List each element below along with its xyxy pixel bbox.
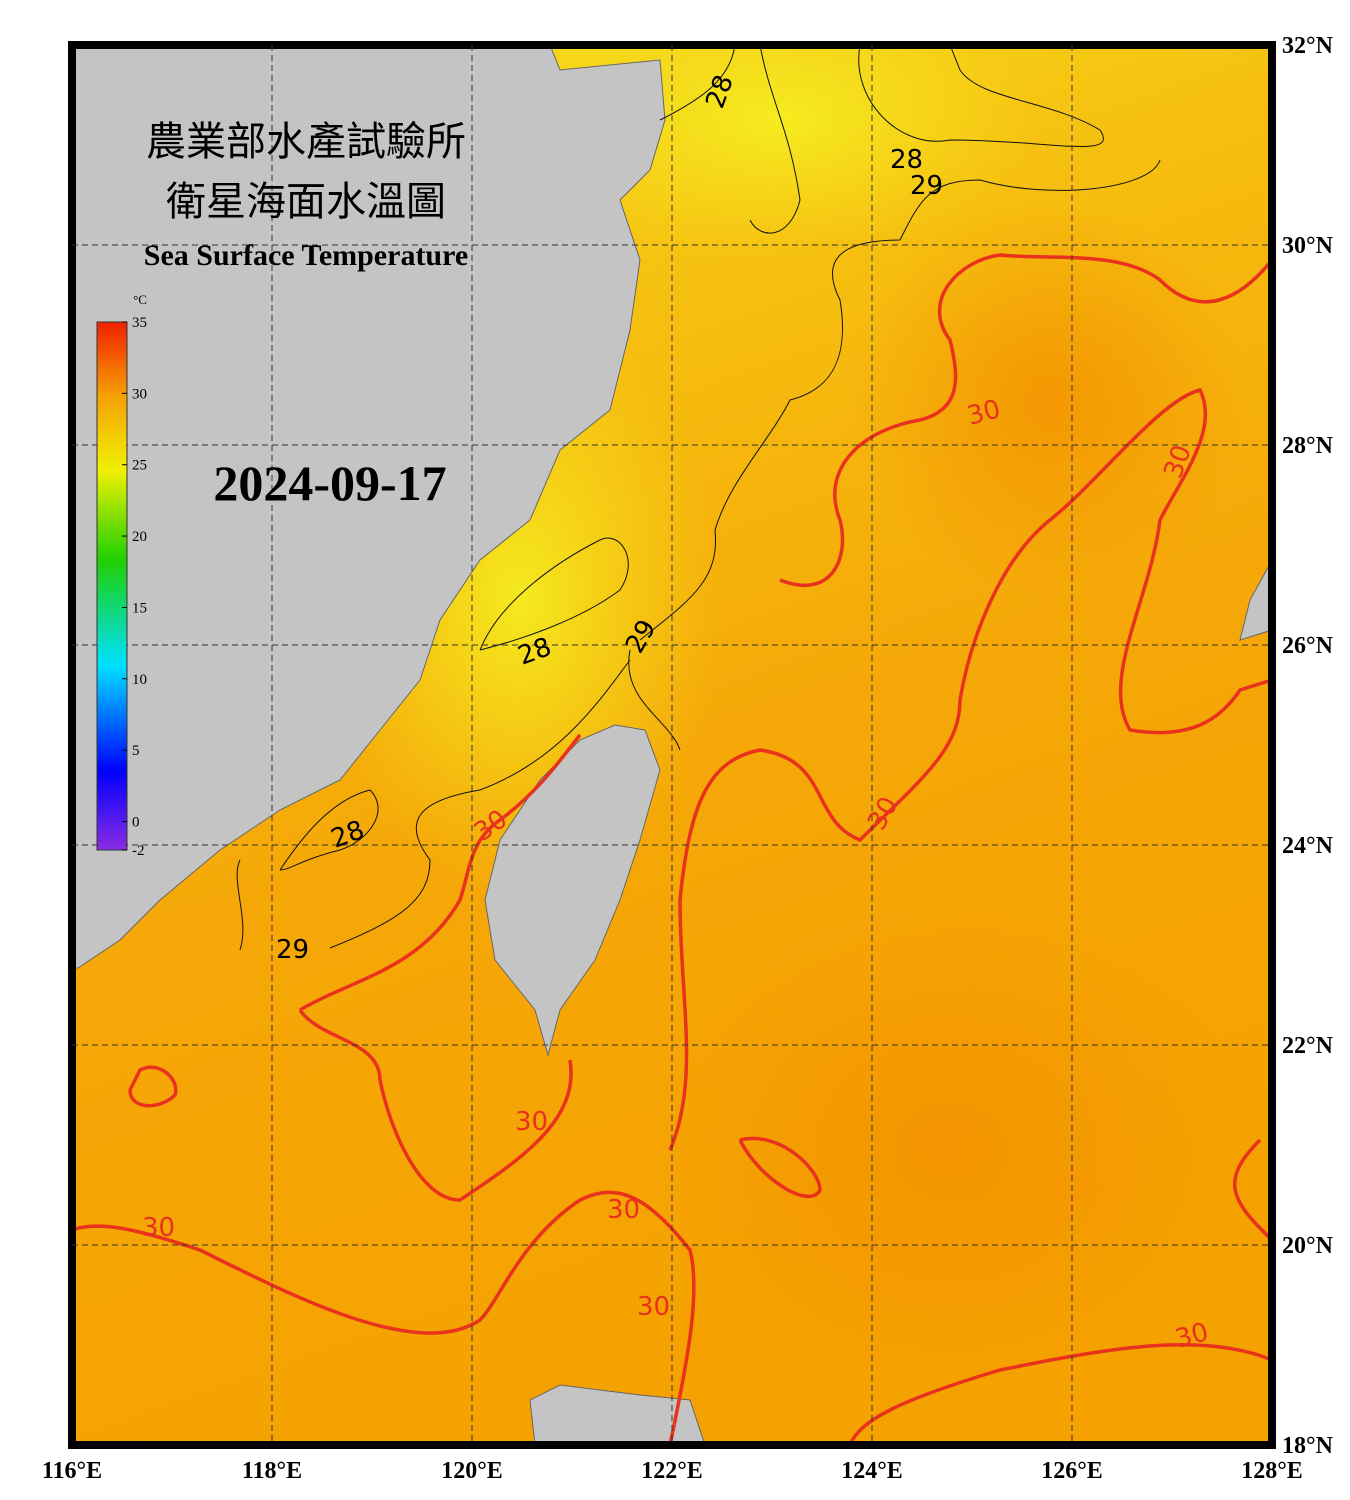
colorbar-tick-label: 15 xyxy=(132,600,147,616)
contour-label: 30 xyxy=(637,1292,670,1322)
colorbar-tick-label: -2 xyxy=(132,843,145,859)
colorbar-tick-label: 0 xyxy=(132,814,140,830)
contour-label: 28 xyxy=(890,145,923,175)
contour-label: 30 xyxy=(142,1213,175,1243)
contour-label: 29 xyxy=(910,171,943,201)
lon-label: 118°E xyxy=(242,1458,302,1484)
colorbar-tick-label: 5 xyxy=(132,743,140,759)
contour-28 xyxy=(279,45,1104,871)
colorbar-tick-label: 10 xyxy=(132,672,147,688)
title-zh-2: 衛星海面水溫圖 xyxy=(166,179,446,224)
lat-label: 20°N xyxy=(1282,1233,1334,1259)
lat-label: 18°N xyxy=(1282,1433,1334,1459)
lon-label: 128°E xyxy=(1241,1458,1303,1484)
colorbar-tick-label: 20 xyxy=(132,529,147,545)
contour-30 xyxy=(72,253,1272,1445)
lon-label: 122°E xyxy=(641,1458,703,1484)
title-zh-1: 農業部水產試驗所 xyxy=(146,119,466,164)
land-kyushu xyxy=(1239,559,1272,641)
lat-label: 32°N xyxy=(1282,33,1334,59)
graticule: 116°E 118°E 120°E 122°E 124°E 126°E 128°E 32°N 3… xyxy=(42,33,1334,1484)
lat-label: 24°N xyxy=(1282,833,1334,859)
land-china xyxy=(72,45,666,969)
warm-area xyxy=(850,200,1250,600)
lon-label: 116°E xyxy=(42,1458,102,1484)
colorbar-tick-label: 30 xyxy=(132,386,147,402)
contour-29 xyxy=(236,159,1161,951)
colorbar-ticks: 35 30 25 20 15 10 5 0 -2 xyxy=(122,315,147,859)
colorbar xyxy=(96,321,128,851)
contour-label: 29 xyxy=(276,935,309,965)
colorbar-tick-label: 25 xyxy=(132,458,147,474)
lon-label: 126°E xyxy=(1041,1458,1103,1484)
land-luzon xyxy=(529,1384,706,1445)
lat-label: 30°N xyxy=(1282,233,1334,259)
colorbar-tick-label: 35 xyxy=(132,315,147,331)
lon-label: 124°E xyxy=(841,1458,903,1484)
lon-label: 120°E xyxy=(441,1458,503,1484)
lat-label: 26°N xyxy=(1282,633,1334,659)
lat-label: 22°N xyxy=(1282,1033,1334,1059)
colorbar-unit: °C xyxy=(133,292,147,307)
title-en: Sea Surface Temperature xyxy=(144,239,468,272)
contour-label: 30 xyxy=(607,1195,640,1225)
land-taiwan xyxy=(484,724,661,1057)
warm-area xyxy=(650,900,1250,1400)
date: 2024-09-17 xyxy=(213,455,446,511)
contour-label: 30 xyxy=(515,1107,548,1137)
lat-label: 28°N xyxy=(1282,433,1334,459)
